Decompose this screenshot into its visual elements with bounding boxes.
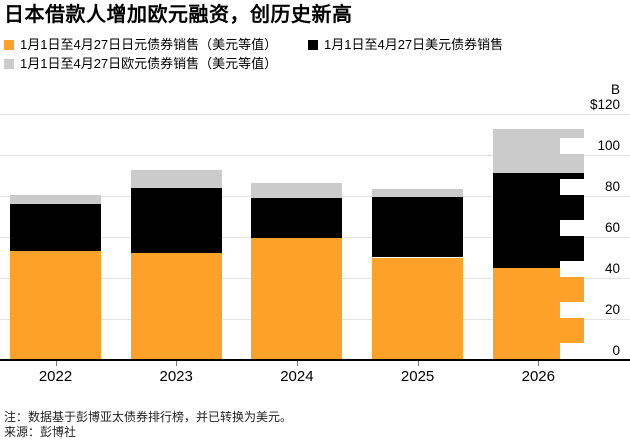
bar-segment-2023-2 <box>130 170 222 188</box>
bar-segment-2024-2 <box>251 182 343 199</box>
y-tick-label-20: 20 <box>560 302 620 318</box>
x-tick-2023 <box>176 361 178 366</box>
bar-segment-2022-0 <box>10 251 101 360</box>
bar-segment-2023-0 <box>130 253 222 360</box>
legend-item-euro-bonds: 1月1日至4月27日欧元债券销售（美元等值） <box>4 56 277 72</box>
bar-segment-2022-1 <box>10 204 101 252</box>
chart-source: 来源：彭博社 <box>4 425 77 439</box>
bar-segment-2023-1 <box>130 187 222 254</box>
bar-segment-2025-0 <box>372 257 464 360</box>
x-tick-2022 <box>55 361 57 366</box>
y-tick-label-0: 0 <box>560 343 620 359</box>
legend-item-usd-bonds: 1月1日至4月27日美元债券销售 <box>308 37 503 53</box>
x-tick-label-2024: 2024 <box>280 368 314 385</box>
legend-item-yen-bonds: 1月1日至4月27日日元债券销售（美元等值） <box>4 37 277 53</box>
x-tick-label-2026: 2026 <box>521 368 555 385</box>
bar-segment-2025-2 <box>372 188 464 197</box>
legend-label-usd: 1月1日至4月27日美元债券销售 <box>324 37 504 52</box>
gridline-120 <box>0 113 630 115</box>
bar-segment-2024-1 <box>251 198 343 239</box>
x-tick-2025 <box>417 361 419 366</box>
y-axis-unit-label: B <box>610 82 620 97</box>
y-tick-label-120: $120 <box>560 97 620 113</box>
legend-swatch-euro <box>4 59 14 69</box>
page-title: 日本借款人增加欧元融资，创历史新高 <box>4 4 353 26</box>
x-tick-label-2022: 2022 <box>38 368 73 385</box>
bar-segment-2025-1 <box>372 197 464 258</box>
legend-label-yen: 1月1日至4月27日日元债券销售（美元等值） <box>20 37 278 52</box>
x-axis-line <box>0 359 630 361</box>
y-tick-label-40: 40 <box>560 261 620 277</box>
gridline-100 <box>0 154 630 156</box>
bar-segment-2024-0 <box>251 238 343 360</box>
x-tick-2026 <box>538 361 540 366</box>
legend-swatch-yen <box>4 40 14 50</box>
x-tick-label-2023: 2023 <box>159 368 193 385</box>
chart-footnote: 注：数据基于彭博亚太债券排行榜，并已转换为美元。 <box>4 410 293 424</box>
x-tick-2024 <box>296 361 298 366</box>
legend-swatch-usd <box>308 40 318 50</box>
y-tick-label-80: 80 <box>560 179 620 195</box>
y-tick-label-100: 100 <box>560 138 620 154</box>
bar-segment-2022-2 <box>10 194 101 205</box>
legend-label-euro: 1月1日至4月27日欧元债券销售（美元等值） <box>20 56 278 71</box>
y-tick-label-60: 60 <box>560 220 620 236</box>
x-tick-label-2025: 2025 <box>400 368 435 385</box>
